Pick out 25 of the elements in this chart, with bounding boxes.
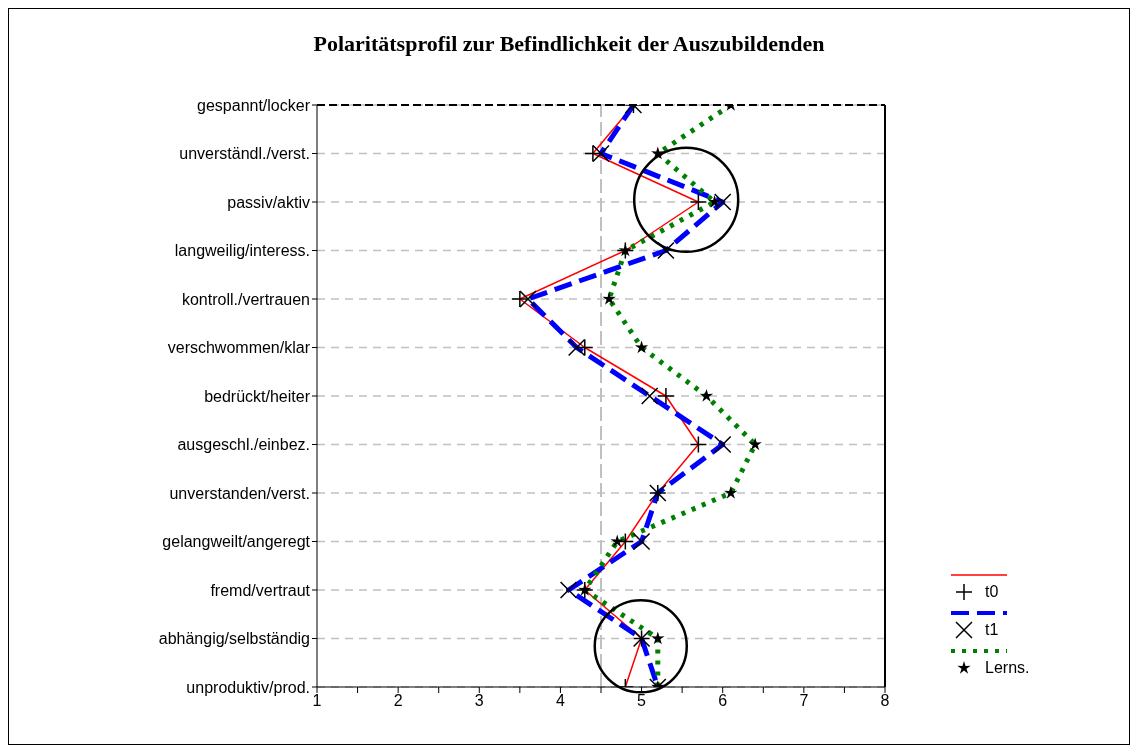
y-tick-label: fremd/vertraut xyxy=(210,581,311,599)
x-tick-label: 1 xyxy=(312,692,322,710)
y-tick-label: passiv/aktiv xyxy=(227,193,310,211)
legend-label: Lerns. xyxy=(985,659,1030,677)
x-tick-label: 4 xyxy=(555,692,565,710)
legend-label: t0 xyxy=(985,583,999,601)
x-tick-label: 3 xyxy=(474,692,484,710)
chart-title: Polaritätsprofil zur Befindlichkeit der Auszubildenden xyxy=(312,31,826,57)
y-tick-label: bedrückt/heiter xyxy=(204,387,311,405)
x-tick-label: 6 xyxy=(718,692,728,710)
y-tick-label: verschwommen/klar xyxy=(167,339,311,357)
x-tick-label: 5 xyxy=(637,692,647,710)
y-tick-label: unproduktiv/prod. xyxy=(186,678,310,696)
x-tick-label: 8 xyxy=(880,692,890,710)
y-tick-label: langweilig/interess. xyxy=(174,242,310,260)
y-tick-label: ausgeschl./einbez. xyxy=(177,436,310,454)
y-tick-label: unverstanden/verst. xyxy=(169,484,310,502)
y-tick-label: gelangweilt/angeregt xyxy=(162,533,311,551)
y-tick-label: unverständl./verst. xyxy=(179,145,310,163)
x-tick-label: 7 xyxy=(799,692,809,710)
x-tick-label: 2 xyxy=(393,692,403,710)
y-tick-label: kontroll./vertrauen xyxy=(181,290,310,308)
legend-label: t1 xyxy=(985,621,999,639)
y-tick-label: abhängig/selbständig xyxy=(158,630,310,648)
y-tick-label: gespannt/locker xyxy=(197,96,311,114)
